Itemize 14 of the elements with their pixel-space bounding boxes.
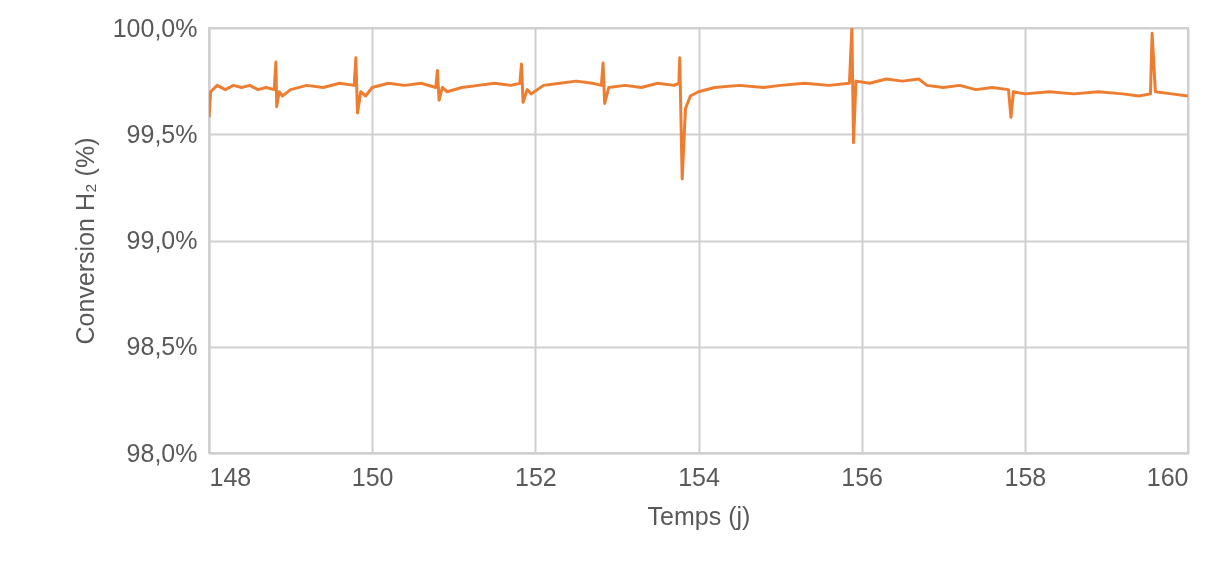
x-tick-label: 148 (209, 462, 252, 491)
x-tick-label: 152 (514, 462, 557, 491)
y-tick-label: 99,0% (126, 226, 198, 254)
x-tick-label: 150 (351, 462, 394, 491)
x-tick-label: 160 (1146, 462, 1189, 491)
y-axis-title: Conversion H₂ (%) (70, 137, 99, 345)
x-axis-title: Temps (j) (647, 501, 751, 530)
y-tick-label: 100,0% (112, 13, 198, 42)
x-tick-label: 156 (841, 462, 884, 491)
x-tick-label: 158 (1004, 462, 1047, 491)
y-tick-label: 98,0% (126, 438, 198, 467)
y-tick-label: 98,5% (126, 332, 198, 361)
x-tick-label: 154 (678, 462, 720, 491)
y-tick-label: 99,5% (126, 119, 198, 148)
